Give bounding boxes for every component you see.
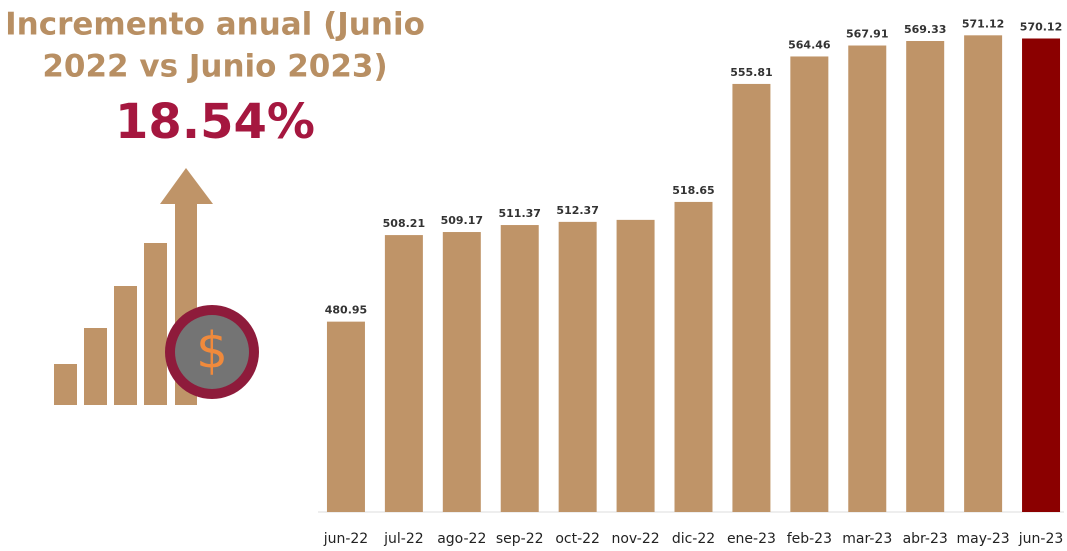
x-tick-label: may-23 bbox=[957, 531, 1010, 547]
value-label: 564.46 bbox=[788, 38, 831, 51]
bar bbox=[674, 201, 713, 512]
bar bbox=[848, 45, 887, 512]
x-tick-label: mar-23 bbox=[842, 531, 892, 547]
bar bbox=[1022, 38, 1061, 513]
coin bbox=[175, 315, 249, 389]
bar bbox=[732, 83, 771, 512]
bar bbox=[384, 235, 423, 512]
bar bbox=[500, 225, 539, 513]
bar bbox=[616, 219, 655, 513]
value-label: 570.12 bbox=[1020, 20, 1062, 33]
x-tick-label: jul-22 bbox=[383, 531, 424, 547]
icon-bar bbox=[84, 328, 107, 405]
bar bbox=[326, 321, 365, 512]
value-label: 512.37 bbox=[556, 204, 598, 217]
value-label: 508.21 bbox=[383, 217, 425, 230]
value-label: 518.65 bbox=[672, 184, 714, 197]
chart-title-line: 2022 vs Junio 2023) bbox=[42, 49, 387, 85]
icon-bar bbox=[54, 364, 77, 405]
bar bbox=[906, 41, 945, 512]
icon-arrow-head bbox=[160, 168, 213, 204]
x-tick-label: jun-22 bbox=[323, 531, 369, 547]
chart-title-line: Incremento anual (Junio bbox=[5, 7, 425, 43]
value-label: 511.37 bbox=[499, 207, 541, 220]
bar bbox=[790, 56, 829, 512]
x-tick-label: ene-23 bbox=[727, 531, 776, 547]
coin-symbol: $ bbox=[196, 322, 228, 380]
icon-bar bbox=[144, 243, 167, 405]
value-label: 571.12 bbox=[962, 17, 1004, 30]
value-label: 567.91 bbox=[846, 28, 888, 41]
value-label: 509.17 bbox=[441, 214, 483, 227]
x-tick-label: feb-23 bbox=[787, 531, 832, 547]
value-label: 480.95 bbox=[325, 304, 367, 317]
value-label: 555.81 bbox=[730, 66, 772, 79]
headline: 18.54% bbox=[115, 94, 315, 150]
icon-bar bbox=[114, 286, 137, 405]
x-tick-label: sep-22 bbox=[496, 531, 544, 547]
x-tick-label: ago-22 bbox=[437, 531, 486, 547]
x-tick-label: jun-23 bbox=[1018, 531, 1064, 547]
bar bbox=[558, 221, 597, 512]
x-tick-label: abr-23 bbox=[903, 531, 948, 547]
x-tick-label: dic-22 bbox=[672, 531, 715, 547]
bar bbox=[964, 35, 1003, 513]
x-tick-label: oct-22 bbox=[555, 531, 600, 547]
growth-icon: $ bbox=[54, 168, 259, 405]
value-label: 569.33 bbox=[904, 23, 946, 36]
x-tick-label: nov-22 bbox=[611, 531, 659, 547]
bar bbox=[442, 232, 481, 512]
